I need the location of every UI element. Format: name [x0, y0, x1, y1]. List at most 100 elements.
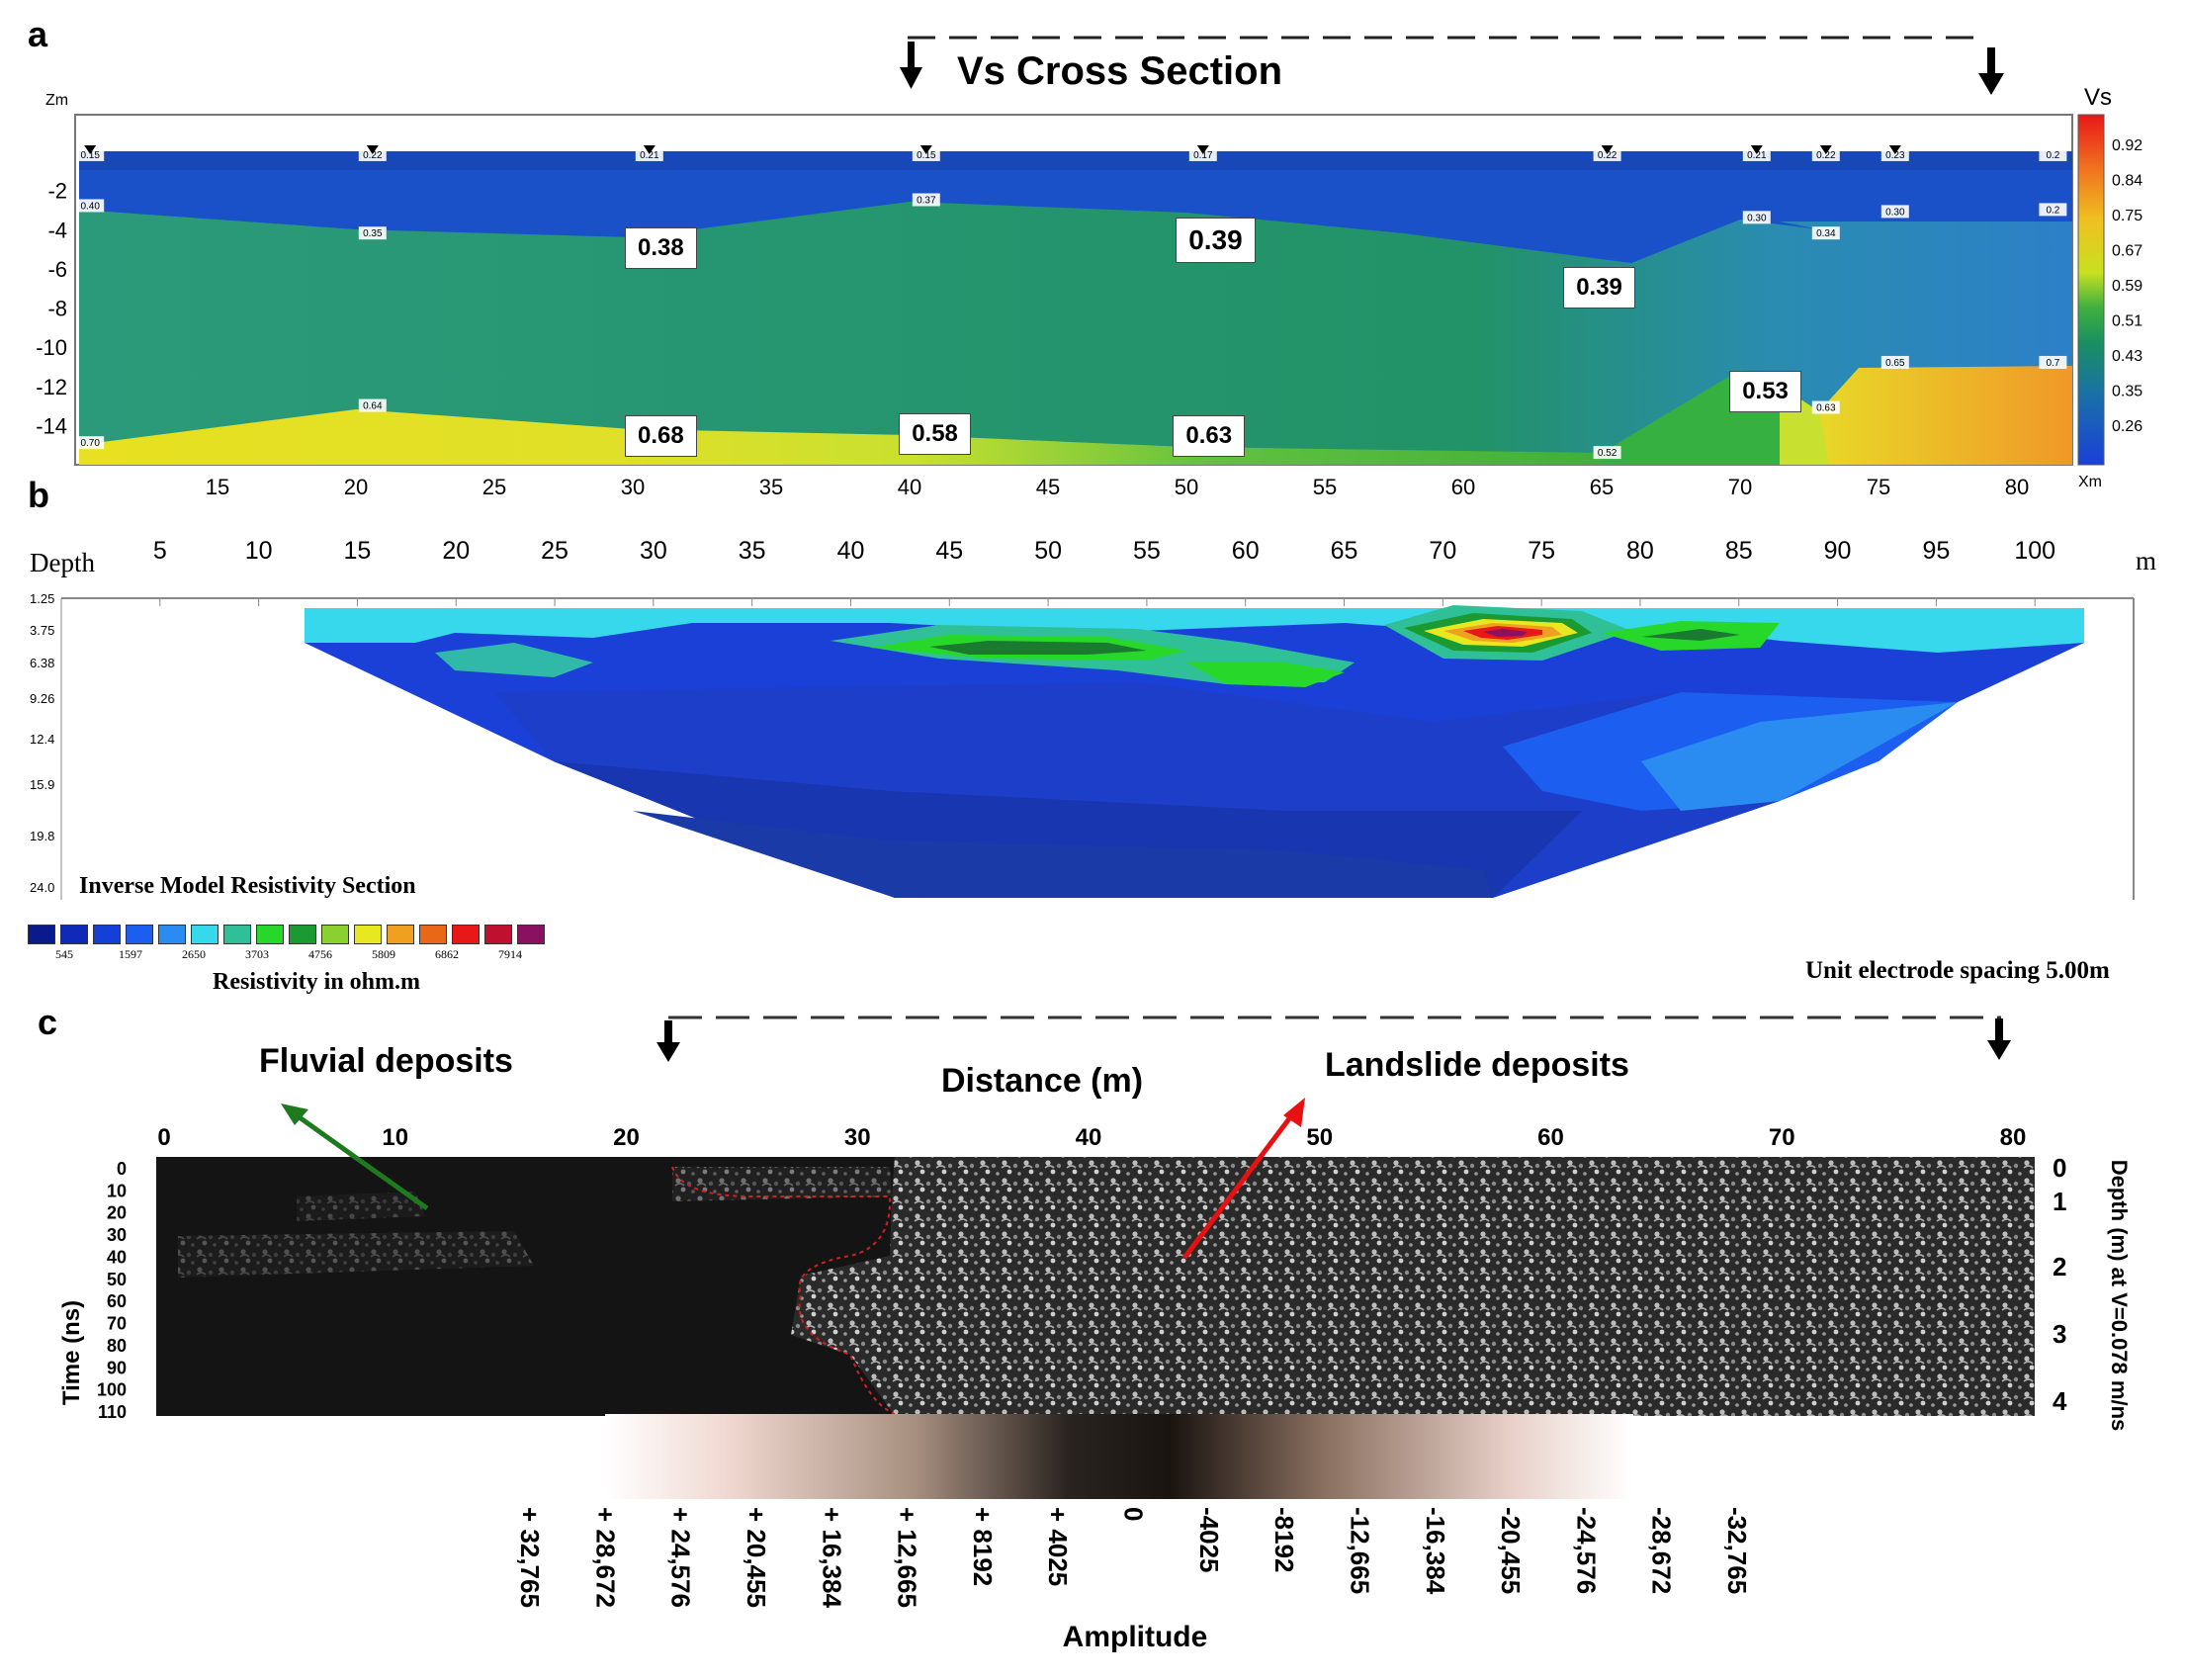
- vs-small-label: 0.7: [2046, 358, 2059, 369]
- gpr-x-title: Distance (m): [941, 1062, 1144, 1100]
- vs-colorbar-tick: 0.43: [2112, 348, 2142, 365]
- vs-value-label: 0.63: [1173, 415, 1246, 458]
- fluvial-deposits-label: Fluvial deposits: [259, 1042, 513, 1080]
- vs-small-label-box: [2039, 355, 2067, 369]
- gpr-depth-tick: 4: [2053, 1386, 2067, 1416]
- amplitude-title: Amplitude: [1063, 1621, 1208, 1653]
- panel-c-letter: c: [38, 1002, 58, 1042]
- resistivity-legend-value: 545: [55, 947, 73, 961]
- vs-colorbar-tick: 0.67: [2112, 243, 2142, 260]
- vs-small-label-box: [1742, 147, 1771, 161]
- fluvial-arrow: [281, 1104, 429, 1211]
- receiver-marker: [643, 145, 656, 154]
- amplitude-tick: + 28,672: [590, 1507, 620, 1608]
- gpr-time-tick: 10: [107, 1181, 127, 1200]
- gpr-time-tick: 20: [107, 1203, 127, 1223]
- gpr-x-tick: 50: [1306, 1124, 1333, 1151]
- vs-x-tick: 65: [1590, 475, 1614, 499]
- gpr-depth-tick: 3: [2053, 1319, 2066, 1349]
- resistivity-x-tick: 90: [1824, 537, 1852, 565]
- vs-y-tick: -14: [36, 413, 67, 438]
- resistivity-x-tick: 70: [1429, 537, 1456, 565]
- vs-x-tick: 15: [206, 475, 229, 499]
- vs-colorbar-ticks: 0.92 0.84 0.75 0.67 0.59 0.51 0.43 0.35 0.26: [2112, 137, 2142, 435]
- vs-small-label: 0.2: [2046, 150, 2059, 161]
- resistivity-x-tick: 100: [2014, 537, 2055, 565]
- vs-x-tick: 30: [621, 475, 645, 499]
- vs-y-tick: -2: [47, 179, 67, 204]
- vs-small-label: 0.34: [1816, 228, 1836, 239]
- resistivity-legend-swatch: [517, 925, 545, 944]
- vs-small-label-box: [1593, 446, 1621, 460]
- resistivity-legend-swatch: [387, 925, 414, 944]
- gpr-depth-tick: 0: [2053, 1153, 2066, 1183]
- vs-x-tick: 70: [1728, 475, 1752, 499]
- vs-colorbar-tick: 0.26: [2112, 418, 2142, 435]
- resistivity-x-tick: 85: [1725, 537, 1753, 565]
- amplitude-tick: -28,672: [1647, 1507, 1677, 1594]
- resistivity-legend-swatch: [354, 925, 382, 944]
- vs-value-label: 0.39: [1176, 218, 1256, 264]
- resistivity-x-tick: 25: [541, 537, 568, 565]
- receiver-marker: [919, 145, 932, 154]
- amplitude-tick: + 4025: [1043, 1507, 1073, 1586]
- vs-value-label: 0.68: [625, 415, 697, 458]
- vs-small-label: 0.22: [363, 150, 383, 161]
- resistivity-legend-value: 1597: [119, 947, 142, 961]
- vs-title: Vs Cross Section: [957, 49, 1283, 93]
- vs-small-label-box: [912, 193, 940, 207]
- gpr-x-tick: 60: [1537, 1124, 1564, 1151]
- vs-small-label-box: [1188, 147, 1217, 161]
- resistivity-legend-swatch: [126, 925, 153, 944]
- resistivity-x-tick: 75: [1528, 537, 1555, 565]
- resistivity-depth-tick: 6.38: [30, 656, 54, 670]
- resistivity-depth-tick: 24.0: [30, 880, 54, 895]
- resistivity-legend-swatch: [289, 925, 316, 944]
- receiver-marker: [84, 145, 97, 154]
- resistivity-legend-swatch: [60, 925, 88, 944]
- amplitude-tick: + 8192: [968, 1507, 998, 1586]
- resistivity-depth-label: Depth: [30, 548, 95, 577]
- receiver-marker: [1196, 145, 1209, 154]
- vs-y-ticks: -2 -4 -6 -8 -10 -12 -14: [36, 179, 67, 439]
- vs-y-tick: -10: [36, 335, 67, 360]
- resistivity-legend-swatch: [93, 925, 121, 944]
- gpr-time-tick: 60: [107, 1291, 127, 1311]
- amplitude-tick: + 32,765: [515, 1507, 545, 1608]
- amplitude-tick: -4025: [1194, 1507, 1224, 1573]
- vs-small-label-box: [358, 226, 387, 240]
- vs-small-label-box: [912, 147, 940, 161]
- vs-colorbar-label: Vs: [2084, 84, 2112, 111]
- vs-small-label-box: [358, 147, 387, 161]
- vs-x-ticks: 15 20 25 30 35 40 45 50 55 60 65 70 75 80: [206, 475, 2029, 499]
- vs-y-tick: -6: [47, 257, 67, 282]
- vs-velocity-field: [79, 151, 2072, 465]
- resistivity-x-tick: 40: [837, 537, 865, 565]
- vs-small-label: 0.21: [1747, 150, 1767, 161]
- gpr-time-tick: 90: [107, 1358, 127, 1377]
- amplitude-tick: -16,384: [1421, 1507, 1450, 1595]
- resistivity-x-tick: 80: [1626, 537, 1654, 565]
- vs-value-label: 0.39: [1563, 266, 1635, 309]
- receiver-marker: [366, 145, 379, 154]
- vs-y-axis-label: Zm: [45, 92, 68, 109]
- vs-small-label: 0.23: [1885, 150, 1905, 161]
- gpr-x-tick: 40: [1076, 1124, 1102, 1151]
- resistivity-depth-tick: 15.9: [30, 777, 54, 792]
- gpr-time-tick: 70: [107, 1314, 127, 1334]
- vs-value-label: 0.58: [899, 413, 971, 456]
- resistivity-legend-value: 6862: [435, 947, 459, 961]
- amplitude-tick: -32,765: [1722, 1507, 1752, 1594]
- resistivity-x-tick: 20: [442, 537, 470, 565]
- vs-colorbar: [2077, 114, 2105, 466]
- resistivity-x-tick: 60: [1232, 537, 1260, 565]
- vs-small-label-box: [635, 147, 663, 161]
- section-start-arrow: [900, 42, 922, 89]
- vs-colorbar-tick: 0.92: [2112, 137, 2142, 154]
- amplitude-tick: -12,665: [1345, 1507, 1374, 1594]
- gpr-start-arrow: [656, 1020, 680, 1062]
- vs-x-tick: 75: [1867, 475, 1890, 499]
- vs-small-label: 0.40: [80, 201, 100, 212]
- amplitude-ticks: + 32,765 + 28,672 + 24,576 + 20,455 + 16,384…: [515, 1507, 1752, 1608]
- vs-small-labels: 0.15 0.22 0.21 0.15 0.17 0.22 0.21 0.22 0.23 0.2 0…: [76, 145, 2067, 460]
